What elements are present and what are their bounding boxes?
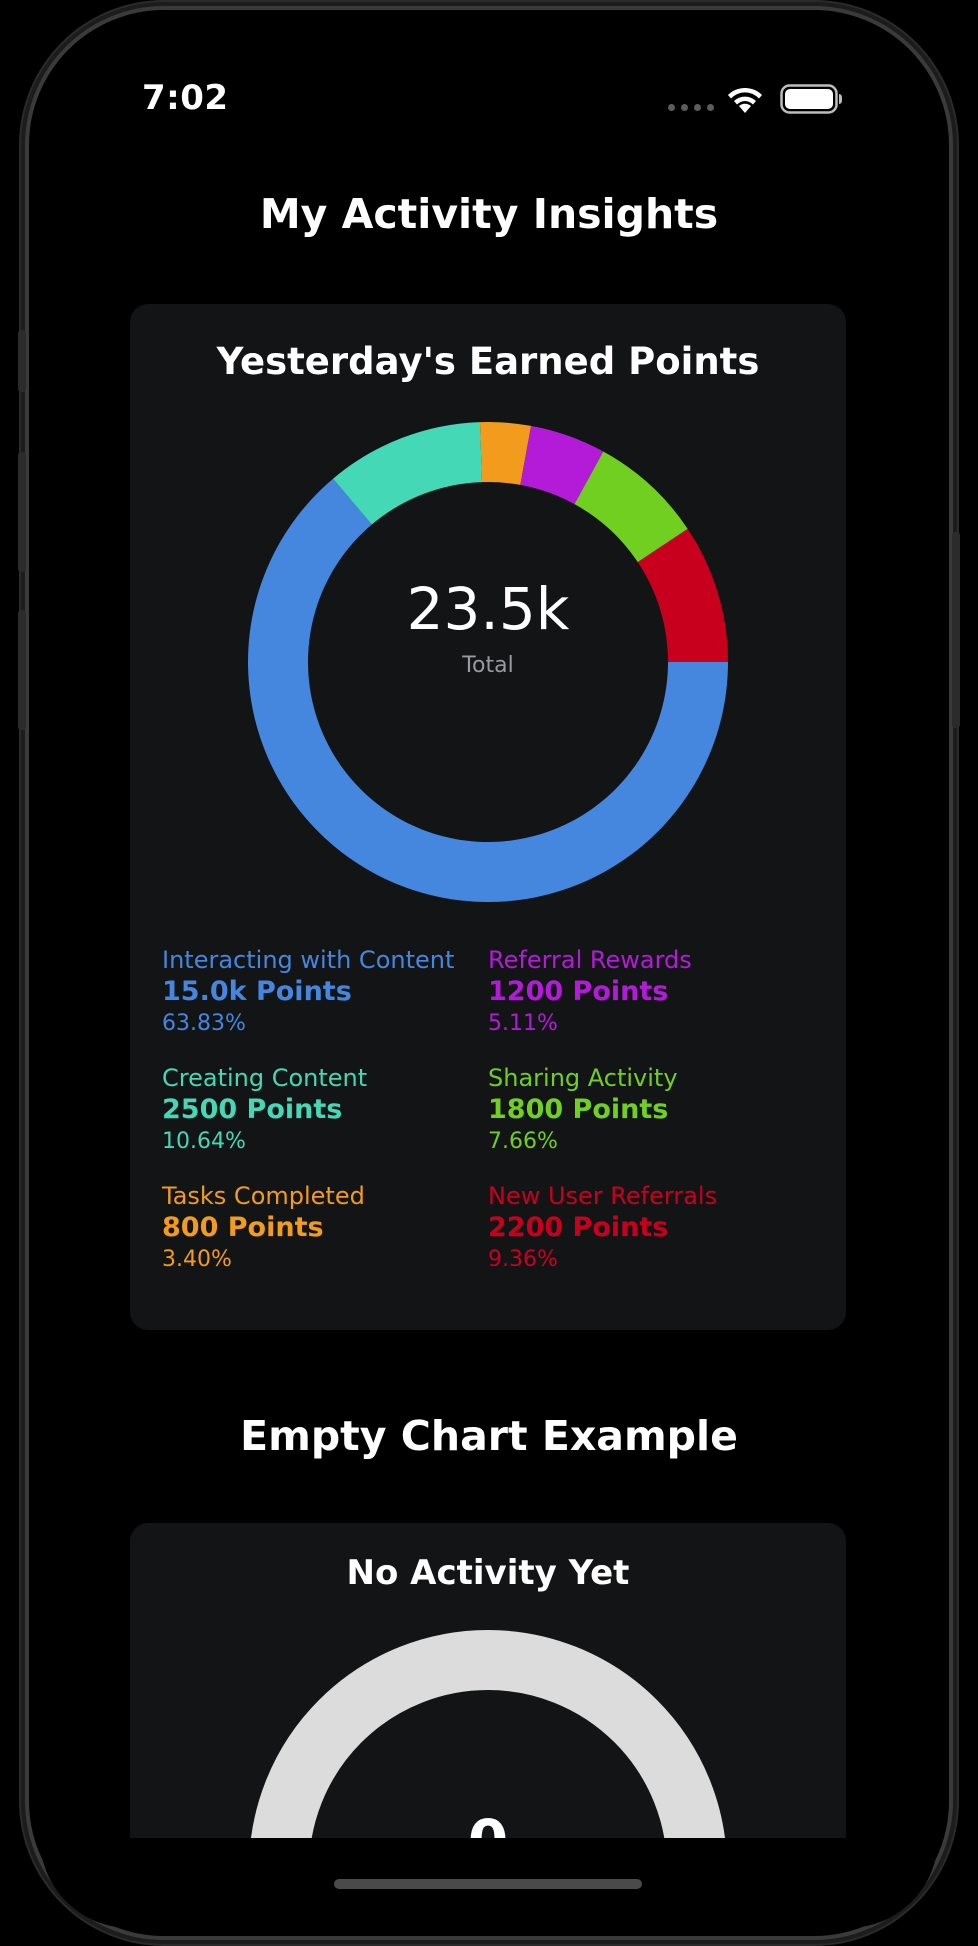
donut-slice-interacting-with-content[interactable] — [248, 478, 729, 902]
battery-icon — [780, 84, 842, 114]
legend-item: Sharing Activity 1800 Points 7.66% — [488, 1062, 678, 1158]
legend-points: 15.0k Points — [162, 976, 352, 1007]
legend-item: Creating Content 2500 Points 10.64% — [162, 1062, 367, 1158]
donut-total-value: 23.5k — [407, 575, 570, 643]
legend-item: New User Referrals 2200 Points 9.36% — [488, 1180, 717, 1276]
empty-card-title: No Activity Yet — [346, 1553, 630, 1593]
legend-item: Referral Rewards 1200 Points 5.11% — [488, 944, 692, 1040]
legend-label: New User Referrals — [488, 1182, 718, 1210]
legend-percent: 63.83% — [162, 1011, 246, 1036]
card-title: Yesterday's Earned Points — [216, 340, 760, 383]
donut-slice-referral-rewards[interactable] — [520, 425, 604, 505]
legend-points: 2500 Points — [162, 1094, 343, 1125]
volume-down-button — [18, 610, 26, 730]
earned-points-card: Yesterday's Earned Points 23.5k Total In… — [130, 304, 846, 1330]
legend-label: Referral Rewards — [488, 946, 692, 974]
donut-slice-sharing-activity[interactable] — [574, 451, 688, 563]
wifi-icon — [728, 87, 762, 113]
legend-item: Tasks Completed 800 Points 3.40% — [162, 1180, 365, 1276]
legend-percent: 9.36% — [488, 1247, 558, 1272]
empty-total-value: 0 — [468, 1807, 508, 1838]
legend-points: 1800 Points — [488, 1094, 669, 1125]
donut-total-label: Total — [461, 653, 513, 678]
legend-percent: 10.64% — [162, 1129, 246, 1154]
legend-percent: 5.11% — [488, 1011, 558, 1036]
empty-ring — [251, 1630, 725, 1838]
power-button — [952, 532, 960, 728]
legend-label: Interacting with Content — [162, 946, 455, 974]
legend-label: Tasks Completed — [162, 1182, 365, 1210]
legend-points: 1200 Points — [488, 976, 669, 1007]
legend-percent: 3.40% — [162, 1247, 232, 1272]
volume-up-button — [18, 452, 26, 572]
legend-percent: 7.66% — [488, 1129, 558, 1154]
empty-chart-card: No Activity Yet 0 — [130, 1523, 846, 1838]
signal-dots-icon — [668, 104, 714, 112]
home-indicator[interactable] — [334, 1879, 642, 1889]
donut-chart[interactable]: 23.5k Total — [130, 404, 846, 924]
donut-slice-creating-content[interactable] — [333, 422, 482, 525]
empty-donut-chart: 0 — [251, 1630, 725, 1838]
legend-item: Interacting with Content 15.0k Points 63.8… — [162, 944, 454, 1040]
legend-label: Sharing Activity — [488, 1064, 678, 1092]
donut-slice-new-user-referrals[interactable] — [637, 528, 728, 662]
empty-section-title: Empty Chart Example — [240, 1412, 738, 1460]
page-title: My Activity Insights — [259, 190, 719, 238]
legend-label: Creating Content — [162, 1064, 368, 1092]
status-time: 7:02 — [142, 78, 229, 118]
donut-slice-tasks-completed[interactable] — [479, 422, 532, 485]
legend-points: 2200 Points — [488, 1212, 669, 1243]
mute-switch — [18, 330, 26, 392]
legend-points: 800 Points — [162, 1212, 324, 1243]
